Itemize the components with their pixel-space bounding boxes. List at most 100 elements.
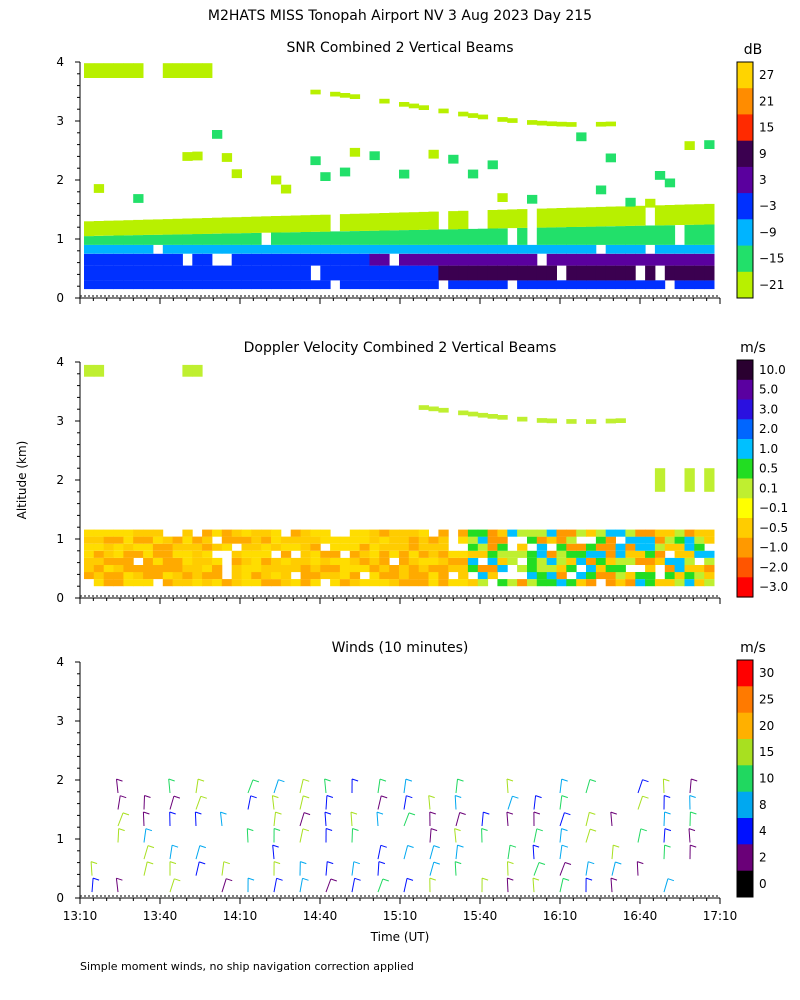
snr-cell: [369, 244, 380, 254]
velocity-cell: [113, 579, 124, 587]
snr-cell: [428, 149, 439, 159]
snr-cell: [241, 253, 252, 266]
velocity-cell: [645, 579, 656, 587]
colorbar-swatch: [737, 518, 753, 539]
wind-barb: [302, 877, 309, 881]
velocity-cell: [349, 536, 361, 544]
colorbar-label: 25: [759, 693, 774, 707]
snr-cell: [300, 244, 311, 254]
wind-barb: [481, 828, 488, 831]
velocity-cell: [202, 572, 213, 580]
velocity-cell: [290, 529, 301, 537]
wind-barb: [200, 795, 207, 799]
velocity-cell: [389, 565, 400, 573]
snr-cell: [704, 224, 715, 245]
wind-barb: [271, 795, 275, 810]
velocity-cell: [605, 543, 616, 551]
panel-title: SNR Combined 2 Vertical Beams: [286, 40, 513, 56]
snr-cell: [320, 214, 331, 232]
velocity-cell: [123, 557, 134, 565]
velocity-cell: [330, 579, 341, 587]
velocity-cell: [458, 529, 469, 537]
snr-cell: [241, 233, 252, 245]
wind-barb: [299, 795, 304, 810]
velocity-cell: [517, 416, 528, 422]
velocity-cell: [448, 557, 459, 565]
snr-cell: [586, 244, 597, 254]
snr-cell: [133, 63, 144, 78]
colorbar-label: 5.0: [759, 383, 778, 397]
velocity-cell: [586, 550, 597, 558]
velocity-cell: [477, 543, 489, 551]
colorbar-label: 1.0: [759, 442, 778, 456]
snr-cell: [654, 225, 666, 245]
velocity-cell: [202, 543, 213, 551]
snr-cell: [152, 265, 164, 281]
velocity-cell: [428, 550, 439, 558]
velocity-cell: [684, 565, 695, 573]
snr-cell: [654, 253, 666, 266]
wind-barb: [585, 861, 589, 876]
snr-cell: [566, 280, 577, 290]
velocity-cell: [310, 550, 321, 558]
velocity-cell: [428, 565, 439, 573]
colorbar-label: 4: [759, 824, 767, 838]
snr-cell: [645, 225, 656, 245]
wind-barb: [561, 844, 569, 848]
wind-barb: [197, 778, 205, 782]
y-tick-label: 1: [56, 232, 64, 246]
velocity-cell: [536, 572, 548, 580]
snr-cell: [408, 230, 420, 245]
snr-cell: [458, 265, 469, 281]
snr-cell: [241, 265, 252, 281]
wind-barb: [324, 778, 331, 782]
velocity-cell: [330, 536, 341, 544]
wind-barb: [637, 779, 643, 794]
snr-cell: [339, 231, 351, 245]
snr-cell: [241, 244, 252, 254]
snr-cell: [625, 280, 636, 290]
snr-cell: [349, 265, 361, 281]
snr-cell: [369, 151, 380, 161]
velocity-cell: [152, 550, 164, 558]
velocity-cell: [615, 529, 626, 537]
snr-cell: [536, 227, 548, 245]
velocity-cell: [152, 565, 164, 573]
snr-cell: [113, 253, 124, 266]
wind-barb: [428, 795, 431, 810]
wind-barb: [169, 811, 176, 815]
snr-cell: [625, 206, 636, 226]
velocity-cell: [536, 557, 548, 565]
colorbar-swatch: [737, 360, 753, 381]
wind-barb: [406, 877, 414, 881]
snr-cell: [113, 220, 124, 236]
velocity-cell: [674, 557, 685, 565]
snr-cell: [349, 244, 361, 254]
snr-cell: [605, 244, 616, 254]
velocity-cell: [467, 557, 479, 565]
velocity-cell: [625, 529, 636, 537]
velocity-cell: [428, 557, 439, 565]
snr-cell: [310, 156, 321, 166]
snr-cell: [664, 225, 676, 245]
snr-cell: [280, 244, 292, 254]
velocity-cell: [527, 572, 538, 580]
velocity-cell: [605, 579, 616, 587]
snr-cell: [349, 253, 361, 266]
wind-barb: [350, 812, 353, 827]
wind-barb: [585, 828, 591, 843]
snr-cell: [704, 253, 715, 266]
velocity-cell: [635, 579, 646, 587]
velocity-cell: [645, 543, 656, 551]
colorbar-swatch: [737, 844, 753, 872]
snr-cell: [93, 63, 105, 78]
snr-cell: [389, 265, 400, 281]
velocity-cell: [143, 557, 154, 565]
snr-cell: [438, 229, 449, 245]
snr-cell: [507, 118, 518, 123]
wind-barb: [688, 828, 691, 843]
wind-barb: [664, 795, 671, 798]
velocity-cell: [359, 543, 370, 551]
